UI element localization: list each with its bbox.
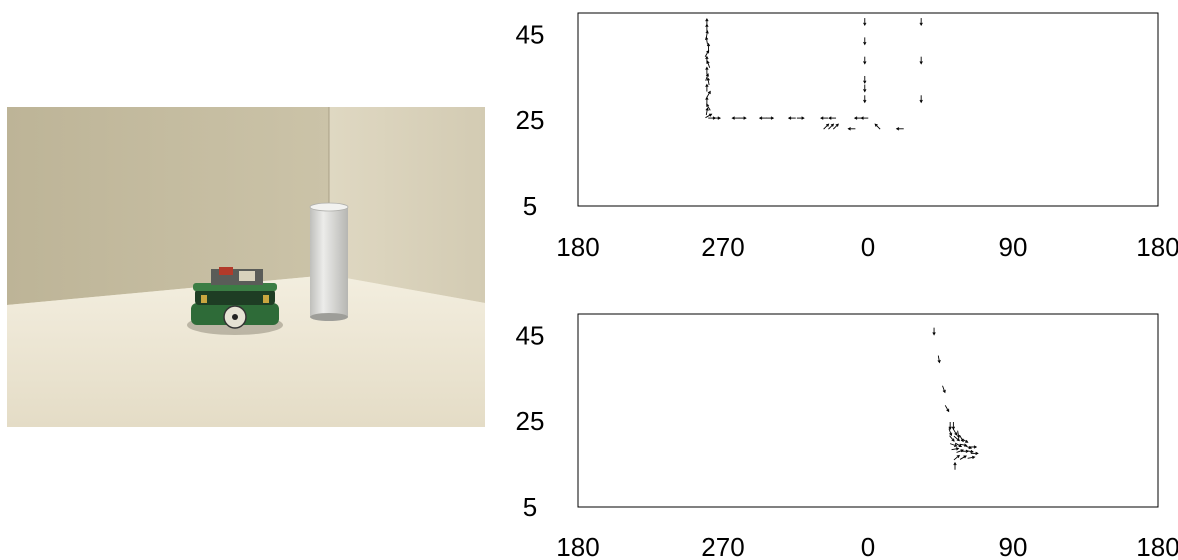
x-tick-label: 270 xyxy=(701,232,744,262)
vector-arrow xyxy=(706,90,711,98)
vector-arrow xyxy=(705,73,709,81)
vector-arrow xyxy=(705,23,709,32)
vector-arrow xyxy=(932,327,936,336)
vector-arrow xyxy=(953,461,957,470)
vector-arrow xyxy=(863,75,867,84)
vector-arrow xyxy=(820,116,828,120)
y-tick-label: 25 xyxy=(516,406,545,436)
x-tick-label: 90 xyxy=(999,232,1028,262)
vector-arrow xyxy=(965,449,974,454)
vector-arrow xyxy=(949,443,958,447)
vector-arrow xyxy=(863,18,867,27)
vector-arrow xyxy=(863,37,867,46)
vector-arrow xyxy=(731,116,740,120)
vector-arrow xyxy=(766,116,775,120)
y-tick-label: 45 xyxy=(516,320,545,350)
vector-arrow xyxy=(919,95,923,104)
x-tick-label: 270 xyxy=(701,532,744,560)
vector-arrow xyxy=(847,127,856,131)
plot-frame xyxy=(577,313,1159,508)
x-tick-label: 180 xyxy=(556,232,599,262)
x-tick-label: 0 xyxy=(861,232,875,262)
top-vector-field-chart: 180 270 0 90 180 45 25 5 xyxy=(516,12,1178,262)
khepera-robot xyxy=(187,267,283,335)
y-tick-label: 45 xyxy=(516,19,545,49)
vector-arrow xyxy=(919,56,923,65)
vector-arrow xyxy=(706,77,710,86)
vector-arrow xyxy=(828,123,835,130)
vector-arrow xyxy=(705,83,709,92)
vector-arrow xyxy=(705,113,713,119)
vector-arrow xyxy=(895,127,904,131)
vector-arrow xyxy=(919,18,923,27)
vector-arrow xyxy=(874,123,881,130)
robot-and-cylinder-photo xyxy=(7,107,485,427)
vector-arrow xyxy=(944,405,950,413)
vector-arrow xyxy=(758,116,767,120)
paper-cylinder xyxy=(309,202,349,321)
vector-arrow xyxy=(961,438,969,443)
vector-arrow xyxy=(828,116,837,120)
vector-arrow xyxy=(705,36,709,45)
bottom-vector-field-chart: 180 270 0 90 180 45 25 5 xyxy=(516,313,1178,560)
plot-frame xyxy=(577,12,1159,207)
vector-arrow xyxy=(967,455,976,460)
vector-arrow xyxy=(953,435,961,442)
vector-arrow xyxy=(959,455,967,460)
vector-arrow xyxy=(713,116,721,120)
vector-arrow xyxy=(937,355,941,364)
vector-arrow xyxy=(953,454,961,461)
vector-arrow xyxy=(954,442,963,448)
vector-arrow xyxy=(705,107,709,116)
vector-arrow xyxy=(832,123,839,130)
vector-arrow xyxy=(863,95,867,104)
x-tick-label: 180 xyxy=(556,532,599,560)
x-tick-label: 0 xyxy=(861,532,875,560)
vector-arrow xyxy=(969,445,978,449)
vector-arrow xyxy=(948,428,953,437)
vector-arrow xyxy=(863,56,867,65)
vector-arrow xyxy=(942,385,946,394)
vector-arrow xyxy=(952,428,958,436)
vector-arrow xyxy=(738,116,747,120)
x-tick-label: 180 xyxy=(1136,532,1178,560)
vector-arrow xyxy=(970,451,979,456)
y-tick-label: 5 xyxy=(523,191,537,221)
vector-arrow xyxy=(956,430,961,439)
y-tick-label: 5 xyxy=(523,492,537,522)
x-tick-label: 180 xyxy=(1136,232,1178,262)
vector-arrow xyxy=(706,60,711,68)
vector-arrow xyxy=(704,49,710,58)
x-tick-label: 90 xyxy=(999,532,1028,560)
vector-arrow xyxy=(860,116,869,120)
vector-arrow xyxy=(951,447,960,451)
vector-arrow xyxy=(823,123,830,130)
vector-arrow xyxy=(705,30,709,38)
vector-arrow xyxy=(948,422,952,430)
vector-arrow xyxy=(706,103,711,111)
vector-arrow xyxy=(949,435,955,442)
vector-arrow xyxy=(796,116,805,120)
vector-arrow xyxy=(705,96,709,105)
y-tick-label: 25 xyxy=(516,105,545,135)
vector-arrow xyxy=(705,66,709,75)
vector-arrow xyxy=(706,42,711,51)
vector-arrow xyxy=(787,116,796,120)
vector-arrow xyxy=(863,84,867,93)
